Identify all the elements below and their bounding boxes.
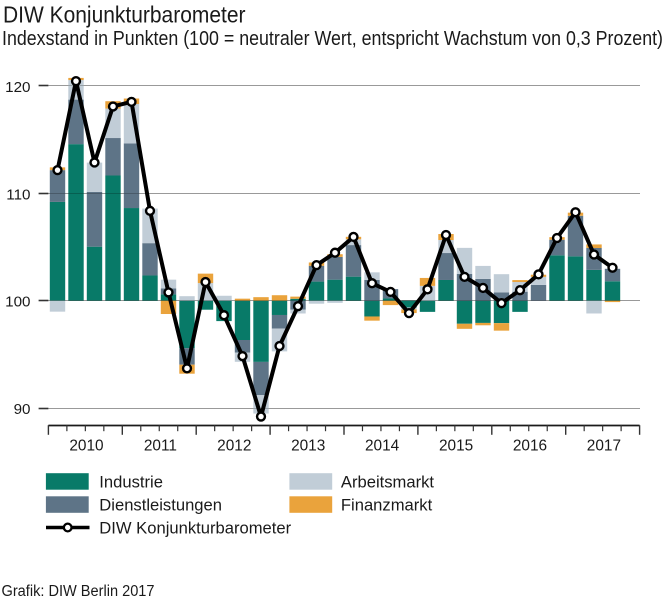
svg-text:Dienstleistungen: Dienstleistungen	[99, 495, 222, 514]
svg-text:Finanzmarkt: Finanzmarkt	[341, 495, 433, 514]
svg-text:DIW Konjunkturbarometer: DIW Konjunkturbarometer	[3, 1, 246, 27]
svg-text:2017: 2017	[587, 438, 621, 455]
svg-text:Arbeitsmarkt: Arbeitsmarkt	[341, 472, 435, 491]
svg-text:2015: 2015	[439, 438, 473, 455]
svg-text:DIW Konjunkturbarometer: DIW Konjunkturbarometer	[99, 518, 291, 537]
svg-text:110: 110	[6, 186, 30, 203]
svg-text:2016: 2016	[513, 438, 547, 455]
svg-text:Industrie: Industrie	[99, 472, 163, 491]
svg-text:2011: 2011	[144, 438, 177, 455]
svg-text:2012: 2012	[217, 438, 251, 455]
svg-text:2010: 2010	[69, 438, 103, 455]
svg-text:90: 90	[14, 401, 31, 418]
svg-text:Indexstand in Punkten (100 = n: Indexstand in Punkten (100 = neutraler W…	[2, 28, 663, 50]
svg-text:Grafik: DIW Berlin 2017: Grafik: DIW Berlin 2017	[2, 583, 155, 600]
svg-text:2013: 2013	[291, 438, 325, 455]
svg-text:120: 120	[5, 79, 30, 96]
svg-text:100: 100	[5, 294, 30, 311]
svg-text:2014: 2014	[365, 438, 400, 455]
